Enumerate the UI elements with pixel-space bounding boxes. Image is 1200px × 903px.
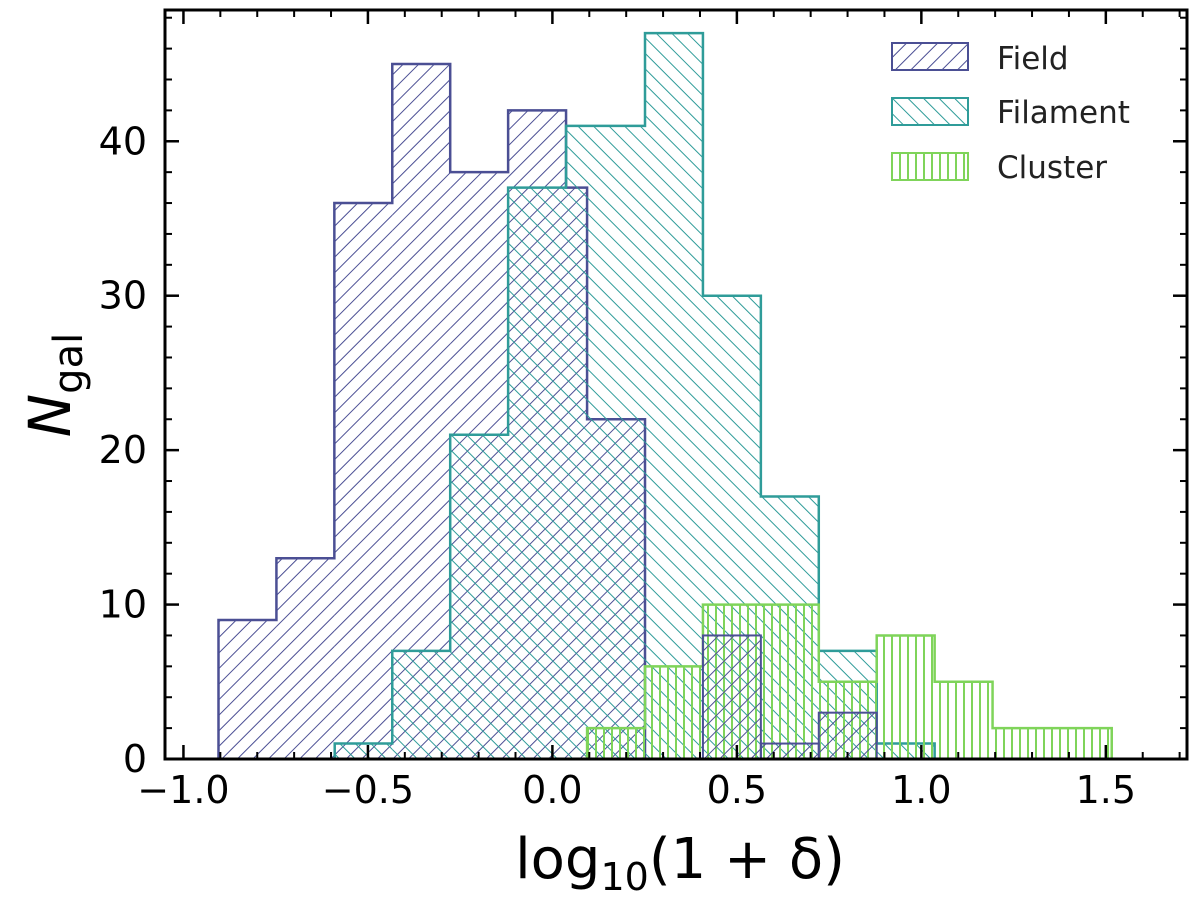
bar-field-1 bbox=[276, 558, 335, 759]
bar-filament-5 bbox=[587, 125, 646, 759]
y-tick-label-0: 0 bbox=[123, 737, 147, 781]
bar-filament-2 bbox=[450, 434, 509, 759]
x-tick-label-0: −1.0 bbox=[137, 768, 229, 812]
bar-filament-6 bbox=[645, 33, 703, 759]
legend-entry-field: Field bbox=[891, 41, 1069, 77]
bar-cluster-7 bbox=[992, 728, 1112, 759]
legend: Field Filament Cluster bbox=[891, 41, 1130, 186]
overlay-bar-2 bbox=[817, 711, 878, 759]
bar-cluster-6 bbox=[934, 681, 993, 759]
x-tick-label-4: 1.0 bbox=[891, 768, 951, 812]
y-tick-label-1: 10 bbox=[99, 583, 147, 627]
overlay-bar-0 bbox=[701, 634, 762, 759]
x-axis-label: log10(1 + δ) bbox=[515, 827, 845, 899]
y-tick-label-4: 40 bbox=[99, 119, 147, 163]
bar-field-3 bbox=[392, 64, 451, 759]
bar-filament-4 bbox=[566, 125, 588, 759]
plot-frame bbox=[163, 8, 1189, 761]
bar-cluster-0 bbox=[587, 728, 646, 759]
legend-label-cluster: Cluster bbox=[997, 150, 1107, 186]
y-tick-label-2: 20 bbox=[99, 428, 147, 472]
bar-filament-3 bbox=[508, 187, 567, 759]
legend-label-filament: Filament bbox=[997, 95, 1130, 131]
legend-swatch-cluster bbox=[891, 152, 969, 181]
x-tick-label-2: 0.0 bbox=[522, 768, 582, 812]
field-overlay-outline bbox=[701, 634, 878, 759]
y-tick-label-3: 30 bbox=[99, 274, 147, 318]
bar-filament-0 bbox=[334, 743, 393, 759]
outline-filament bbox=[333, 31, 936, 759]
bar-field-2 bbox=[334, 203, 393, 759]
bar-cluster-5 bbox=[876, 635, 935, 759]
outline-cluster bbox=[585, 603, 1113, 759]
bar-filament-1 bbox=[392, 650, 451, 759]
bar-cluster-3 bbox=[760, 604, 819, 759]
legend-entry-cluster: Cluster bbox=[891, 150, 1107, 186]
tick-labels: −1.0 −0.5 0.0 0.5 1.0 1.5 0 10 20 30 40 bbox=[99, 119, 1136, 812]
x-tick-label-1: −0.5 bbox=[322, 768, 414, 812]
legend-entry-filament: Filament bbox=[891, 95, 1130, 131]
bar-cluster-1 bbox=[645, 666, 703, 759]
legend-label-field: Field bbox=[997, 41, 1069, 77]
histogram-bars bbox=[217, 31, 1113, 759]
bar-field-0 bbox=[218, 620, 277, 759]
legend-swatch-field bbox=[891, 42, 969, 71]
legend-swatch-filament bbox=[891, 97, 969, 126]
x-tick-label-3: 0.5 bbox=[707, 768, 767, 812]
x-tick-label-5: 1.5 bbox=[1076, 768, 1136, 812]
y-axis-label: Ngal bbox=[16, 333, 92, 437]
